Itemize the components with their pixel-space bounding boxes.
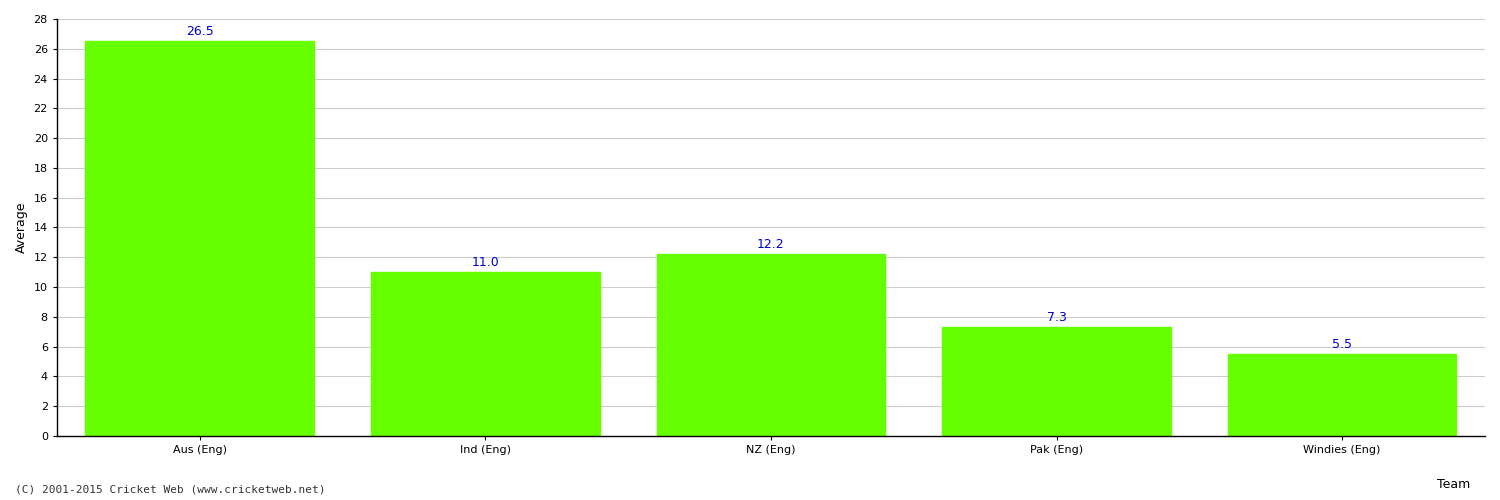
Bar [370, 272, 600, 436]
Text: 5.5: 5.5 [1332, 338, 1352, 351]
Text: 26.5: 26.5 [186, 26, 213, 38]
Bar [942, 328, 1172, 436]
Text: 11.0: 11.0 [471, 256, 500, 269]
Bar [657, 254, 885, 436]
Text: (C) 2001-2015 Cricket Web (www.cricketweb.net): (C) 2001-2015 Cricket Web (www.cricketwe… [15, 485, 326, 495]
Text: 12.2: 12.2 [758, 238, 784, 252]
Y-axis label: Average: Average [15, 202, 28, 253]
Bar [1228, 354, 1456, 436]
Text: 7.3: 7.3 [1047, 312, 1066, 324]
Bar [86, 42, 314, 436]
Text: Team: Team [1437, 478, 1470, 490]
